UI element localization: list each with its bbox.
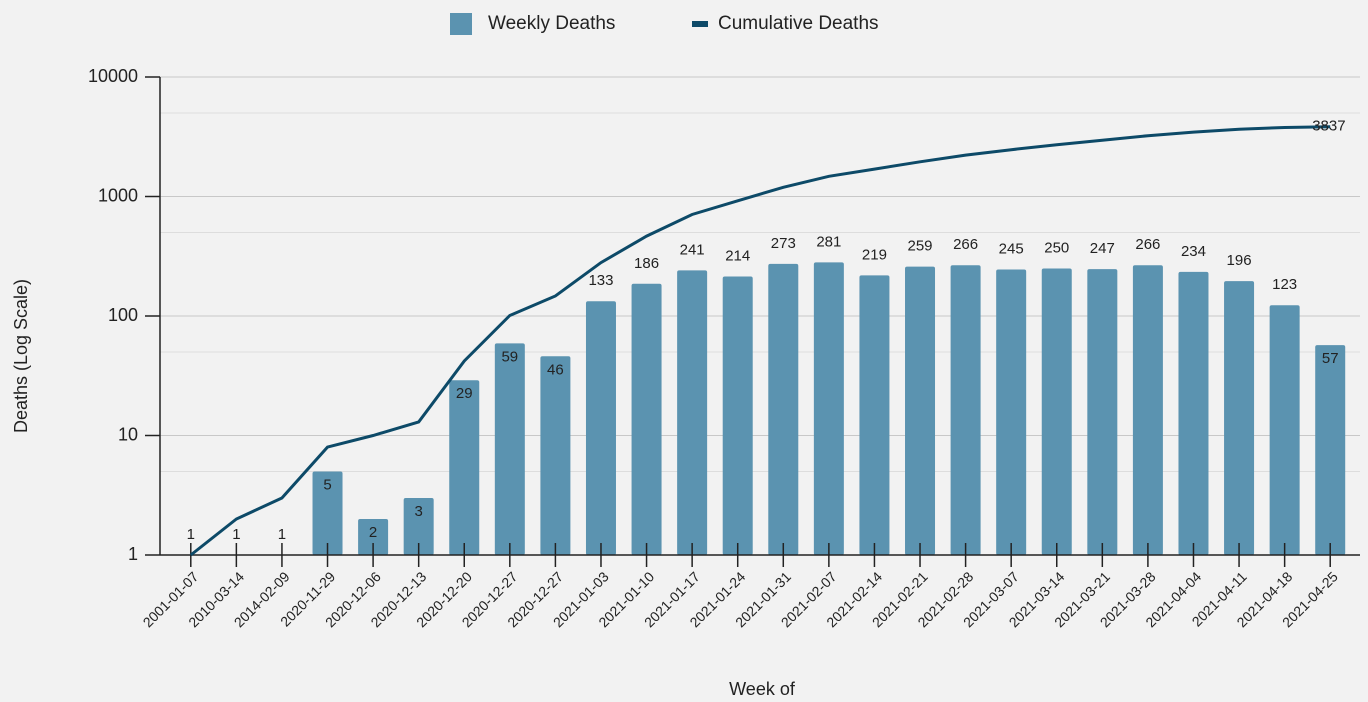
bar bbox=[1269, 305, 1300, 555]
line-end-label: 3837 bbox=[1312, 118, 1345, 135]
bar-label: 234 bbox=[1181, 243, 1206, 260]
bar-label: 196 bbox=[1227, 252, 1252, 269]
bar-label: 57 bbox=[1322, 350, 1339, 367]
bar-label: 214 bbox=[725, 247, 750, 264]
bar-label: 281 bbox=[816, 233, 841, 250]
y-tick-label: 100 bbox=[108, 305, 138, 325]
bar bbox=[950, 265, 981, 555]
bar bbox=[1224, 281, 1255, 555]
y-tick-label: 1000 bbox=[98, 185, 138, 205]
bar-label: 247 bbox=[1090, 240, 1115, 257]
y-axis-title: Deaths (Log Scale) bbox=[11, 279, 31, 433]
bar-label: 245 bbox=[999, 240, 1024, 257]
bar-label: 1 bbox=[232, 526, 240, 543]
legend-swatch bbox=[692, 21, 708, 27]
bar-label: 29 bbox=[456, 385, 473, 402]
bar-label: 250 bbox=[1044, 239, 1069, 256]
bar bbox=[540, 356, 571, 555]
bar-label: 1 bbox=[187, 526, 195, 543]
bar bbox=[1315, 345, 1346, 555]
bar-label: 2 bbox=[369, 524, 377, 541]
bar bbox=[722, 276, 753, 555]
bar-label: 273 bbox=[771, 235, 796, 252]
legend: Weekly Deaths Cumulative Deaths bbox=[450, 13, 879, 35]
bar-label: 59 bbox=[501, 348, 518, 365]
bar bbox=[403, 497, 434, 555]
bar-label: 266 bbox=[953, 236, 978, 253]
legend-swatch bbox=[450, 13, 472, 35]
legend-label: Cumulative Deaths bbox=[718, 13, 879, 34]
bar bbox=[585, 301, 616, 555]
bar-label: 241 bbox=[680, 241, 705, 258]
x-axis-title: Week of bbox=[729, 679, 796, 699]
bar bbox=[859, 275, 890, 555]
bar-label: 46 bbox=[547, 361, 564, 378]
bar-label: 123 bbox=[1272, 276, 1297, 293]
bar bbox=[1132, 265, 1163, 555]
y-tick-label: 10000 bbox=[88, 66, 138, 86]
bar-label: 5 bbox=[323, 476, 331, 493]
bar-label: 266 bbox=[1135, 236, 1160, 253]
bar bbox=[905, 266, 936, 555]
bar bbox=[312, 471, 343, 555]
bar bbox=[358, 519, 389, 555]
bar-label: 3 bbox=[415, 503, 423, 520]
bar-label: 219 bbox=[862, 246, 887, 263]
bar bbox=[1178, 271, 1209, 555]
cumulative-line bbox=[189, 125, 1331, 557]
y-tick-label: 10 bbox=[118, 424, 138, 444]
bar-label: 259 bbox=[908, 238, 933, 255]
bar bbox=[449, 380, 480, 555]
bar bbox=[996, 269, 1027, 555]
bar bbox=[494, 343, 525, 555]
bar bbox=[677, 270, 708, 555]
legend-label: Weekly Deaths bbox=[488, 13, 615, 34]
bar bbox=[1087, 269, 1118, 555]
bar bbox=[768, 263, 799, 555]
bar bbox=[1041, 268, 1072, 555]
bar-label: 186 bbox=[634, 255, 659, 272]
bar bbox=[813, 262, 844, 555]
bar-label: 1 bbox=[278, 526, 286, 543]
y-tick-label: 1 bbox=[128, 544, 138, 564]
bar-label: 133 bbox=[588, 272, 613, 289]
bar bbox=[631, 283, 662, 555]
